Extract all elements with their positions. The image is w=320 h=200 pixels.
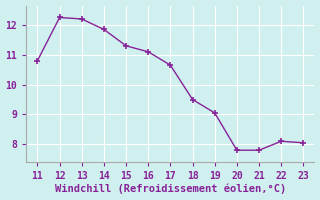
X-axis label: Windchill (Refroidissement éolien,°C): Windchill (Refroidissement éolien,°C): [55, 184, 286, 194]
